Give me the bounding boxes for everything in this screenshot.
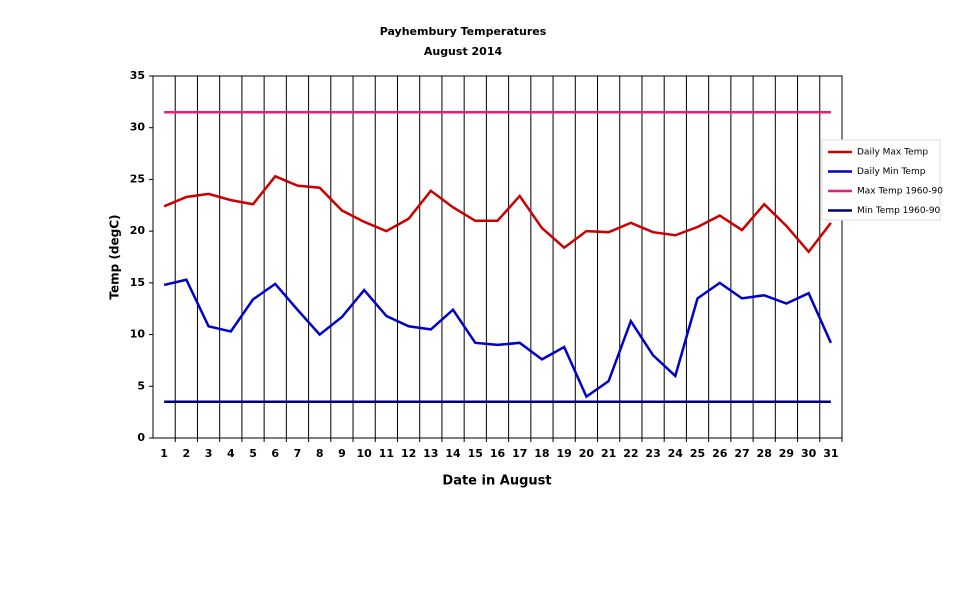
y-tick-label: 20 xyxy=(130,224,146,237)
x-tick-label: 21 xyxy=(601,447,616,460)
y-tick-label: 35 xyxy=(130,69,145,82)
x-tick-label: 25 xyxy=(690,447,705,460)
x-tick-label: 17 xyxy=(512,447,527,460)
y-tick-label: 15 xyxy=(130,276,145,289)
x-tick-label: 7 xyxy=(294,447,302,460)
x-tick-label: 23 xyxy=(645,447,660,460)
y-axis-label: Temp (degC) xyxy=(108,214,122,299)
y-tick-label: 30 xyxy=(130,121,146,134)
x-tick-label: 24 xyxy=(668,447,684,460)
x-tick-label: 6 xyxy=(271,447,279,460)
plot-frame xyxy=(152,75,843,439)
x-tick-label: 10 xyxy=(356,447,372,460)
x-tick-label: 8 xyxy=(316,447,324,460)
x-tick-label: 13 xyxy=(423,447,438,460)
x-tick-label: 5 xyxy=(249,447,257,460)
x-tick-label: 4 xyxy=(227,447,235,460)
x-tick-label: 31 xyxy=(823,447,838,460)
x-tick-label: 18 xyxy=(534,447,549,460)
series-line xyxy=(163,174,832,254)
x-tick-label: 28 xyxy=(757,447,772,460)
legend-label: Min Temp 1960-90 xyxy=(857,206,941,216)
x-tick-label: 15 xyxy=(468,447,483,460)
legend-label: Daily Min Temp xyxy=(857,167,926,177)
x-tick-label: 3 xyxy=(205,447,213,460)
y-tick-label: 25 xyxy=(130,172,145,185)
x-tick-label: 11 xyxy=(379,447,394,460)
x-tick-label: 19 xyxy=(557,447,572,460)
x-tick-label: 22 xyxy=(623,447,638,460)
legend-box xyxy=(821,139,941,221)
x-tick-label: 26 xyxy=(712,447,728,460)
chart-title: Payhembury Temperatures xyxy=(380,25,547,38)
x-axis-label: Date in August xyxy=(442,474,551,489)
x-tick-label: 1 xyxy=(160,447,168,460)
x-tick-label: 20 xyxy=(579,447,595,460)
legend-label: Daily Max Temp xyxy=(857,148,928,158)
x-tick-label: 29 xyxy=(779,447,794,460)
x-tick-label: 27 xyxy=(734,447,749,460)
x-tick-label: 30 xyxy=(801,447,817,460)
y-tick-label: 10 xyxy=(130,328,146,341)
series-line xyxy=(163,278,833,399)
legend-label: Max Temp 1960-90 xyxy=(857,187,943,197)
y-tick-label: 5 xyxy=(137,379,145,392)
x-tick-label: 12 xyxy=(401,447,416,460)
x-tick-label: 9 xyxy=(338,447,346,460)
x-tick-label: 16 xyxy=(490,447,506,460)
x-tick-label: 14 xyxy=(445,447,461,460)
y-tick-label: 0 xyxy=(137,431,145,444)
x-tick-label: 2 xyxy=(183,447,191,460)
chart-subtitle: August 2014 xyxy=(424,45,503,58)
